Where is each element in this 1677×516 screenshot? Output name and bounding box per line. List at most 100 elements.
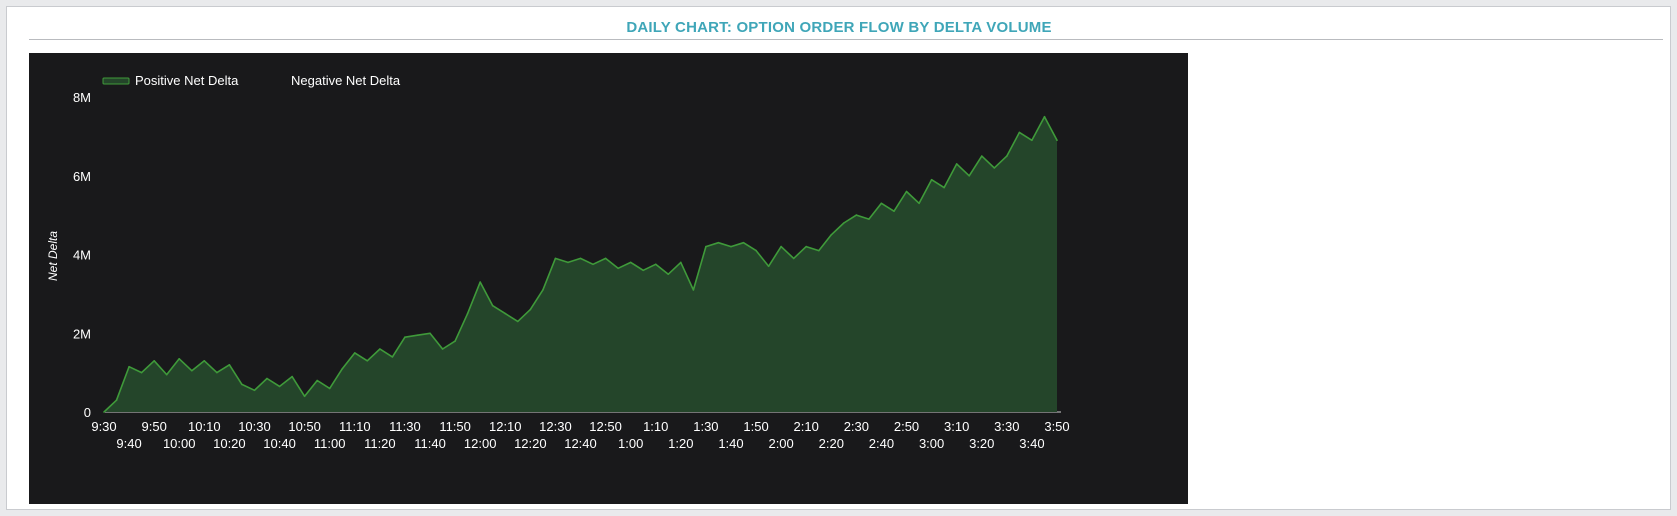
series-area-positive xyxy=(104,116,1057,412)
x-tick-label: 11:20 xyxy=(364,436,396,451)
data-point-positive xyxy=(479,281,482,283)
x-tick-label: 9:40 xyxy=(116,436,141,451)
x-tick-label: 3:10 xyxy=(944,419,969,434)
data-point-positive xyxy=(579,257,582,260)
data-point-positive xyxy=(228,364,231,366)
x-tick-label: 10:20 xyxy=(213,436,246,451)
data-point-positive xyxy=(855,214,858,216)
x-tick-label: 10:30 xyxy=(238,419,271,434)
x-tick-label: 9:30 xyxy=(91,419,116,434)
data-point-positive xyxy=(203,360,206,362)
data-point-positive xyxy=(328,387,331,390)
data-point-positive xyxy=(191,369,193,372)
data-point-positive xyxy=(642,269,644,272)
y-tick-label: 2M xyxy=(73,326,91,341)
x-axis: 9:309:409:50 10:00 10:10 10:20 10:30 10:40 10:… xyxy=(91,411,1070,451)
data-point-positive xyxy=(303,395,306,398)
data-point-positive xyxy=(705,245,707,248)
x-tick-label: 12:30 xyxy=(539,419,572,434)
series-group xyxy=(103,115,1058,413)
data-point-positive xyxy=(266,377,268,380)
data-point-positive xyxy=(792,257,795,260)
x-tick-label: 10:40 xyxy=(263,436,296,451)
x-tick-label: 1:40 xyxy=(718,436,743,451)
y-tick-label: 8M xyxy=(73,90,91,105)
data-point-positive xyxy=(216,371,218,374)
legend-item-positive[interactable]: Positive Net Delta xyxy=(102,73,239,88)
data-point-positive xyxy=(404,336,406,339)
legend[interactable]: Positive Net Delta Negative Net Delta xyxy=(102,73,401,88)
y-axis: 0 2M 4M 6M 8M xyxy=(73,90,91,420)
data-point-positive xyxy=(780,245,782,248)
data-point-positive xyxy=(592,263,594,266)
data-point-positive xyxy=(128,365,130,368)
data-point-positive xyxy=(466,312,469,315)
x-tick-label: 10:00 xyxy=(163,436,196,451)
data-point-positive xyxy=(843,222,845,224)
data-point-positive xyxy=(755,249,757,252)
x-tick-label: 9:50 xyxy=(142,419,167,434)
data-point-positive xyxy=(291,375,293,378)
data-point-positive xyxy=(868,218,870,220)
data-point-positive xyxy=(366,360,369,362)
page-title: DAILY CHART: OPTION ORDER FLOW BY DELTA … xyxy=(626,19,1052,36)
data-point-positive xyxy=(1006,155,1008,157)
data-point-positive xyxy=(165,373,168,376)
x-tick-label: 11:50 xyxy=(439,419,471,434)
x-tick-label: 2:30 xyxy=(844,419,869,434)
data-point-positive xyxy=(930,178,933,181)
x-tick-label: 2:50 xyxy=(894,419,919,434)
data-point-positive xyxy=(742,241,745,244)
data-point-positive xyxy=(905,190,908,193)
x-tick-label: 3:00 xyxy=(919,436,944,451)
data-point-positive xyxy=(830,234,833,236)
x-tick-label: 12:50 xyxy=(589,419,622,434)
data-point-positive xyxy=(1031,139,1033,142)
data-point-positive xyxy=(617,267,619,270)
x-tick-label: 3:30 xyxy=(994,419,1019,434)
x-tick-label: 2:00 xyxy=(768,436,793,451)
y-axis-label: Net Delta xyxy=(46,231,60,281)
legend-swatch-positive xyxy=(102,77,130,85)
x-tick-label: 3:40 xyxy=(1019,436,1044,451)
x-tick-label: 1:00 xyxy=(618,436,643,451)
data-point-positive xyxy=(629,261,632,264)
data-point-positive xyxy=(140,371,143,374)
data-point-positive xyxy=(981,155,983,157)
data-point-positive xyxy=(730,245,732,248)
x-tick-label: 11:40 xyxy=(414,436,446,451)
title-divider xyxy=(29,39,1663,40)
legend-item-negative[interactable]: Negative Net Delta xyxy=(291,73,401,88)
data-point-positive xyxy=(391,356,394,358)
data-point-positive xyxy=(529,308,532,311)
data-point-positive xyxy=(517,320,519,323)
data-point-positive xyxy=(115,399,118,402)
data-point-positive xyxy=(667,273,670,275)
y-tick-label: 0 xyxy=(84,405,91,420)
data-point-positive xyxy=(880,202,883,205)
data-point-positive xyxy=(955,163,958,165)
data-point-positive xyxy=(454,340,456,342)
x-tick-label: 1:20 xyxy=(668,436,693,451)
data-point-positive xyxy=(441,348,444,350)
x-tick-label: 11:30 xyxy=(389,419,421,434)
data-point-positive xyxy=(1043,115,1046,118)
x-tick-label: 12:00 xyxy=(464,436,497,451)
delta-area-chart: Positive Net Delta Negative Net Delta Ne… xyxy=(46,73,1070,451)
y-tick-label: 6M xyxy=(73,169,91,184)
x-tick-label: 3:50 xyxy=(1044,419,1069,434)
x-tick-label: 12:10 xyxy=(489,419,522,434)
data-point-positive xyxy=(692,289,695,291)
x-tick-label: 12:20 xyxy=(514,436,547,451)
data-point-positive xyxy=(1056,139,1058,142)
data-point-positive xyxy=(680,261,682,264)
data-point-positive xyxy=(491,304,494,307)
x-tick-label: 1:10 xyxy=(643,419,668,434)
data-point-positive xyxy=(416,334,419,337)
data-point-positive xyxy=(943,186,945,189)
x-tick-label: 1:30 xyxy=(693,419,718,434)
data-point-positive xyxy=(1018,131,1021,134)
data-point-positive xyxy=(379,348,381,350)
data-point-positive xyxy=(818,249,820,252)
data-point-positive xyxy=(103,411,105,413)
